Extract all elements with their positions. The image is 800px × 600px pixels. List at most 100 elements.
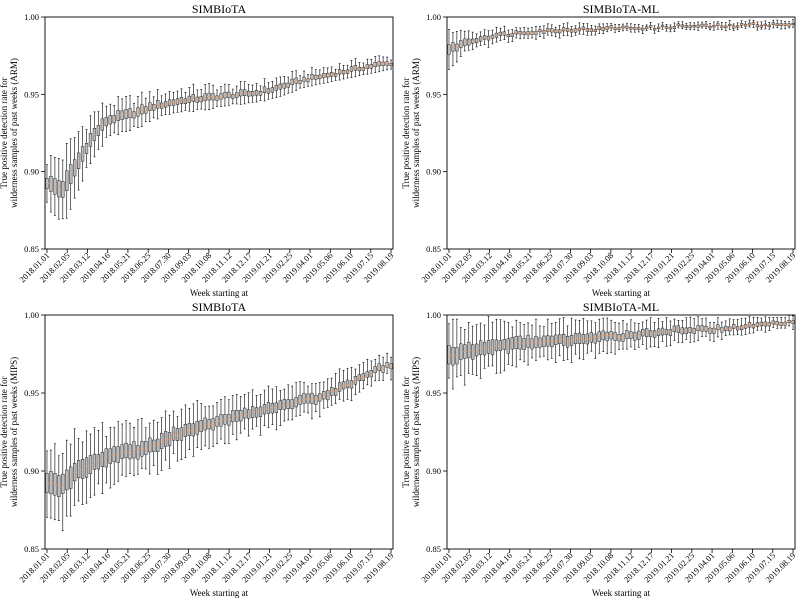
box-body xyxy=(471,344,475,360)
box-21 xyxy=(526,322,530,366)
box-34 xyxy=(175,416,180,462)
box-body xyxy=(447,44,451,55)
box-40 xyxy=(601,317,605,352)
box-37 xyxy=(589,320,593,352)
box-3 xyxy=(53,443,57,521)
box-body xyxy=(179,427,184,441)
box-81 xyxy=(763,20,767,30)
box-74 xyxy=(736,319,740,336)
box-44 xyxy=(215,402,219,445)
box-1 xyxy=(447,323,451,379)
box-10 xyxy=(80,441,85,505)
y-axis-label-line-2: wilderness samples of past weeks (ARM) xyxy=(411,58,421,208)
box-36 xyxy=(585,23,590,36)
box-14 xyxy=(498,319,503,374)
box-21 xyxy=(124,96,128,132)
box-body xyxy=(128,444,132,460)
box-38 xyxy=(593,25,597,36)
plot-frame xyxy=(44,314,394,550)
plot-frame xyxy=(446,16,796,250)
box-43 xyxy=(613,23,617,33)
box-body xyxy=(152,439,156,452)
box-88 xyxy=(791,315,795,330)
box-86 xyxy=(381,356,385,381)
box-body xyxy=(120,444,124,459)
box-81 xyxy=(361,362,365,390)
box-60 xyxy=(680,320,684,343)
box-70 xyxy=(318,381,322,418)
box-53 xyxy=(652,25,657,34)
box-body xyxy=(554,334,558,345)
y-tick-label: 0.90 xyxy=(24,167,39,177)
box-8 xyxy=(73,428,77,506)
box-67 xyxy=(306,385,310,414)
box-35 xyxy=(179,408,184,461)
box-body xyxy=(92,453,97,470)
box-76 xyxy=(341,65,346,80)
box-87 xyxy=(385,56,389,71)
box-61 xyxy=(282,76,286,96)
box-2 xyxy=(451,318,455,390)
box-79 xyxy=(353,368,358,395)
box-27 xyxy=(148,422,152,475)
box-body xyxy=(459,40,463,48)
box-41 xyxy=(605,23,609,33)
y-tick-label: 0.85 xyxy=(24,544,39,554)
box-78 xyxy=(751,20,756,28)
box-62 xyxy=(688,316,692,343)
box-26 xyxy=(144,427,148,470)
box-body xyxy=(69,466,73,489)
box-30 xyxy=(562,23,566,37)
box-63 xyxy=(290,71,294,93)
box-49 xyxy=(235,85,239,105)
box-10 xyxy=(80,126,85,182)
box-body xyxy=(148,437,152,453)
box-body xyxy=(451,42,455,52)
box-32 xyxy=(569,26,574,37)
box-body xyxy=(302,393,306,404)
box-51 xyxy=(243,81,247,105)
box-17 xyxy=(510,326,514,367)
box-85 xyxy=(377,55,381,73)
box-18 xyxy=(514,27,518,39)
box-6 xyxy=(467,30,471,51)
box-57 xyxy=(668,320,673,347)
box-60 xyxy=(278,76,282,97)
box-series xyxy=(447,19,795,70)
box-74 xyxy=(334,68,338,81)
box-11 xyxy=(84,129,89,168)
box-body xyxy=(203,417,207,431)
box-76 xyxy=(743,317,748,336)
box-body xyxy=(187,423,191,437)
box-88 xyxy=(389,356,393,381)
box-19 xyxy=(518,27,522,40)
plot-frame xyxy=(446,314,796,550)
box-45 xyxy=(621,23,625,32)
box-15 xyxy=(100,422,104,494)
box-69 xyxy=(314,69,318,86)
box-series xyxy=(45,352,393,531)
box-body xyxy=(262,404,267,415)
box-77 xyxy=(345,64,350,79)
box-49 xyxy=(235,394,239,441)
box-body xyxy=(239,410,243,422)
x-axis-label: Week starting at xyxy=(592,588,651,598)
box-49 xyxy=(637,322,641,348)
box-57 xyxy=(668,24,673,33)
box-50 xyxy=(641,25,645,35)
box-15 xyxy=(502,320,506,372)
box-body xyxy=(270,403,275,414)
box-69 xyxy=(314,383,318,413)
box-45 xyxy=(219,86,223,107)
y-tick-label: 0.85 xyxy=(426,544,441,554)
box-8 xyxy=(73,137,77,199)
box-41 xyxy=(203,84,207,111)
box-24 xyxy=(136,419,140,475)
box-47 xyxy=(227,84,231,106)
box-4 xyxy=(459,29,463,57)
box-13 xyxy=(494,318,499,374)
box-33 xyxy=(573,25,578,36)
box-81 xyxy=(763,316,767,333)
box-37 xyxy=(187,87,191,112)
box-47 xyxy=(227,399,231,444)
